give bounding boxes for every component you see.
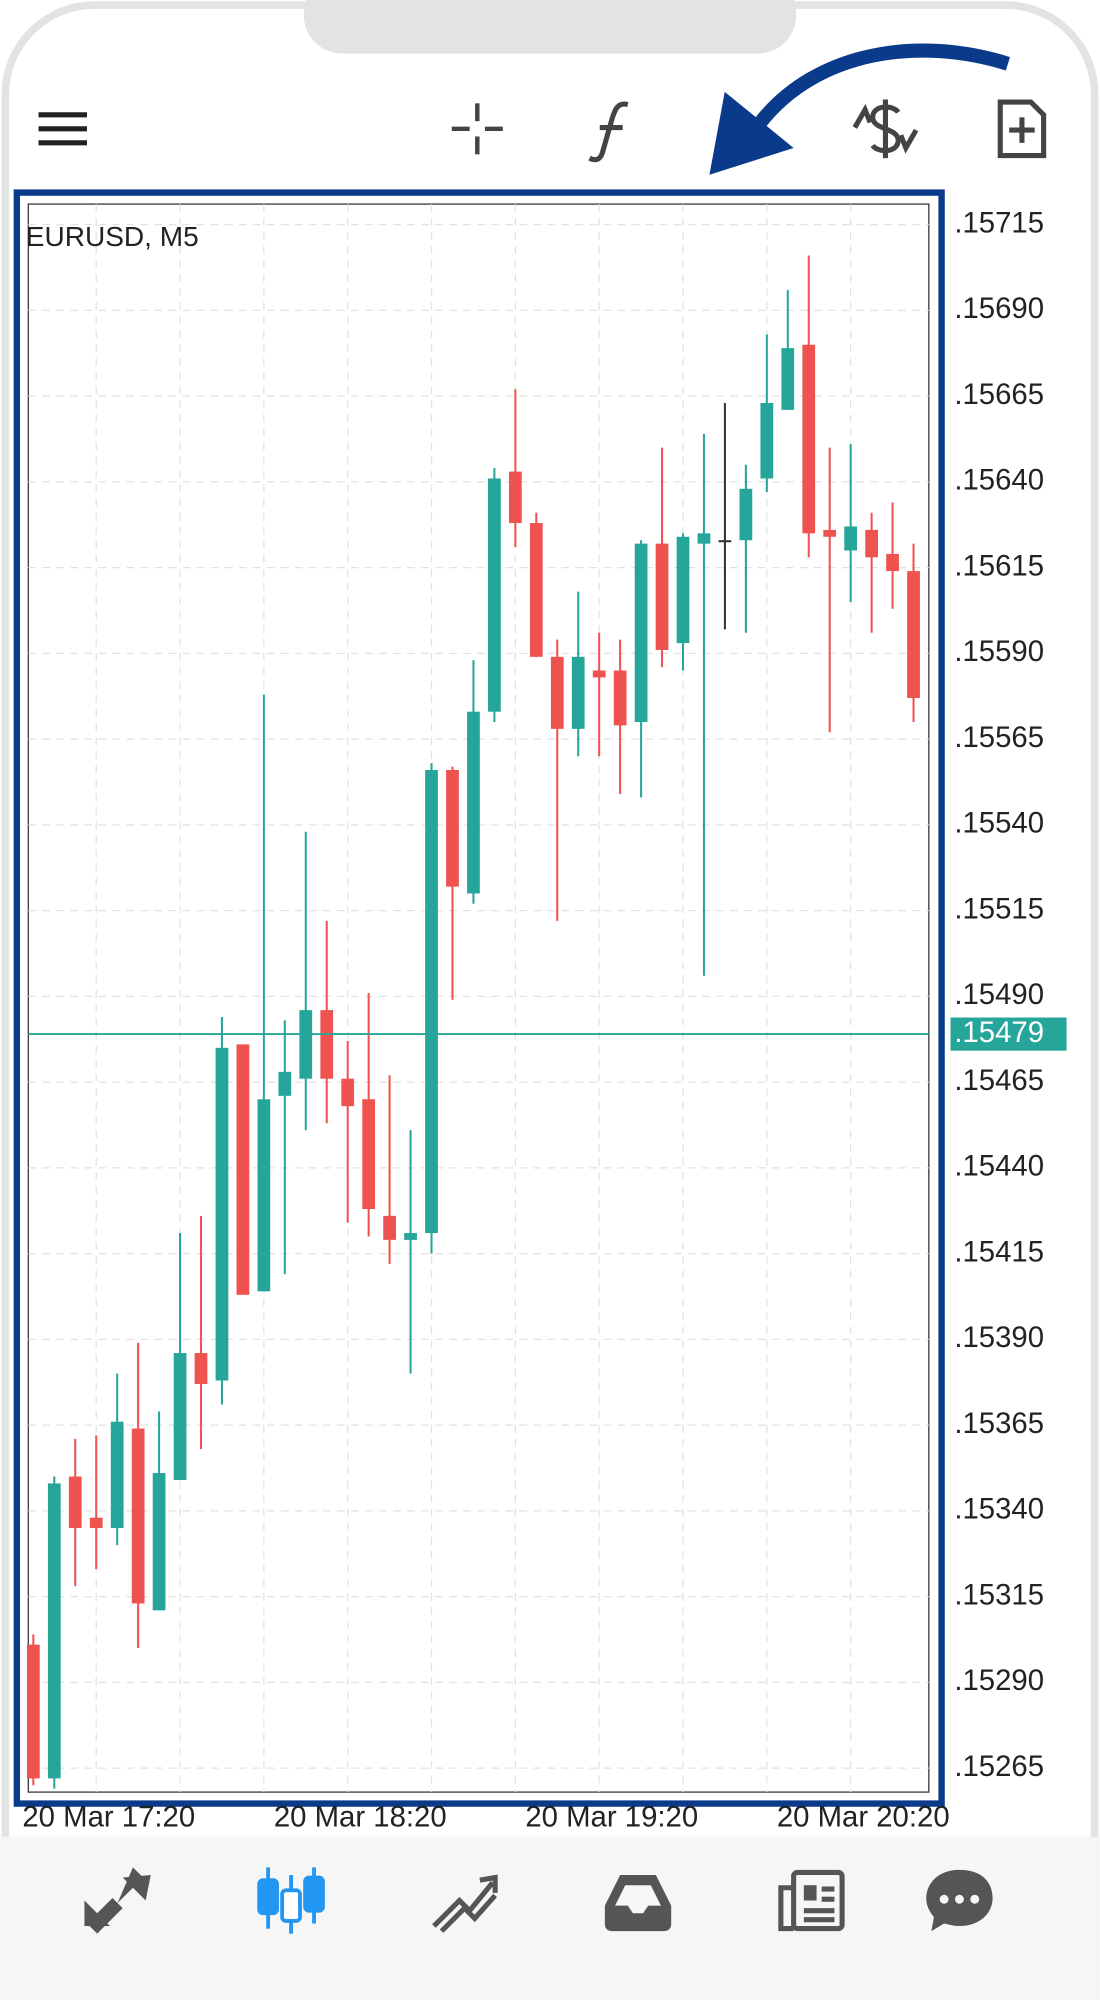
candle-body [634,543,648,722]
y-tick-label: .15540 [954,807,1044,840]
candle-body [131,1428,145,1604]
y-tick-label: .15415 [954,1235,1044,1268]
y-tick-label: .15665 [954,378,1044,411]
candle-body [173,1353,187,1480]
candle-body [26,1644,40,1779]
y-tick-label: .15565 [954,721,1044,754]
candle-body [299,1010,313,1079]
candle-body [676,536,690,644]
y-tick-label: .15365 [954,1407,1044,1440]
candle-body [89,1517,103,1528]
chart-title: EURUSD, M5 [26,221,199,252]
hint-arrow [754,43,1011,127]
current-price-tag [950,1017,1067,1051]
x-tick-label: 20 Mar 19:20 [525,1801,698,1834]
trade-tab[interactable] [432,1874,498,1933]
candle-body [341,1078,355,1107]
candle-body [446,770,459,887]
y-tick-label: .15640 [954,464,1044,497]
candle-body [488,478,501,712]
candle-body [844,526,858,551]
candle-body [215,1047,229,1381]
candle-body [362,1099,376,1210]
candle-body [320,1010,334,1079]
candle-body [907,571,920,698]
candle-body [655,543,669,650]
candle-body [257,1099,271,1292]
y-tick-label: .15715 [954,206,1044,239]
y-tick-label: .15390 [954,1321,1044,1354]
new-order-button[interactable] [997,99,1047,159]
plot-area [27,203,930,1793]
bottom-nav [0,1836,1100,2000]
candle-body [508,471,522,524]
candle-body [802,344,816,534]
candle-body [404,1233,417,1240]
candle-body [278,1071,292,1096]
candle-body [865,529,878,558]
quotes-tab[interactable] [84,1867,151,1934]
y-tick-label: .15340 [954,1493,1044,1526]
candle-body [823,529,837,537]
candle-body [781,348,795,410]
trade-button[interactable] [852,99,919,159]
y-tick-label: .15590 [954,635,1044,668]
highlight-frame [13,189,945,1807]
y-tick-label: .15515 [954,892,1044,925]
y-tick-label: .15290 [954,1664,1044,1697]
candle-body [47,1483,61,1779]
y-tick-label: .15315 [954,1578,1044,1611]
candle-body [529,523,543,657]
y-tick-label: .15265 [954,1750,1044,1783]
candle-body [152,1473,166,1611]
candle-body [425,770,438,1234]
menu-button[interactable] [38,112,87,146]
y-tick-label: .15690 [954,292,1044,325]
news-tab[interactable] [778,1869,845,1932]
candle-body [592,670,606,678]
indicators-button[interactable] [588,101,629,163]
x-tick-label: 20 Mar 20:20 [777,1801,950,1834]
candle-body [383,1215,396,1240]
candle-body [739,488,753,541]
x-tick-label: 20 Mar 18:20 [274,1801,447,1834]
candle-body [760,403,774,479]
current-price-label: .15479 [954,1016,1044,1049]
candle-body [550,656,564,729]
notch [303,0,797,54]
candle-body [718,540,732,543]
x-tick-label: 20 Mar 17:20 [22,1801,195,1834]
chart [26,204,929,1793]
y-tick-label: .15465 [954,1064,1044,1097]
candle-body [194,1353,208,1384]
candle-body [571,656,585,729]
candle-body [68,1476,82,1528]
candle-body [697,533,711,544]
candle-body [467,711,480,894]
history-tab[interactable] [604,1875,672,1932]
y-tick-label: .15490 [954,978,1044,1011]
crosshair-button[interactable] [451,103,503,155]
candle-body [236,1044,250,1295]
chart-tab[interactable] [257,1867,325,1934]
y-tick-label: .15615 [954,549,1044,582]
candle-body [110,1421,124,1528]
candle-body [613,670,627,726]
y-tick-label: .15440 [954,1150,1044,1183]
hint-arrow-head [709,91,794,175]
candle-body [886,553,899,572]
chat-tab[interactable] [926,1869,993,1932]
